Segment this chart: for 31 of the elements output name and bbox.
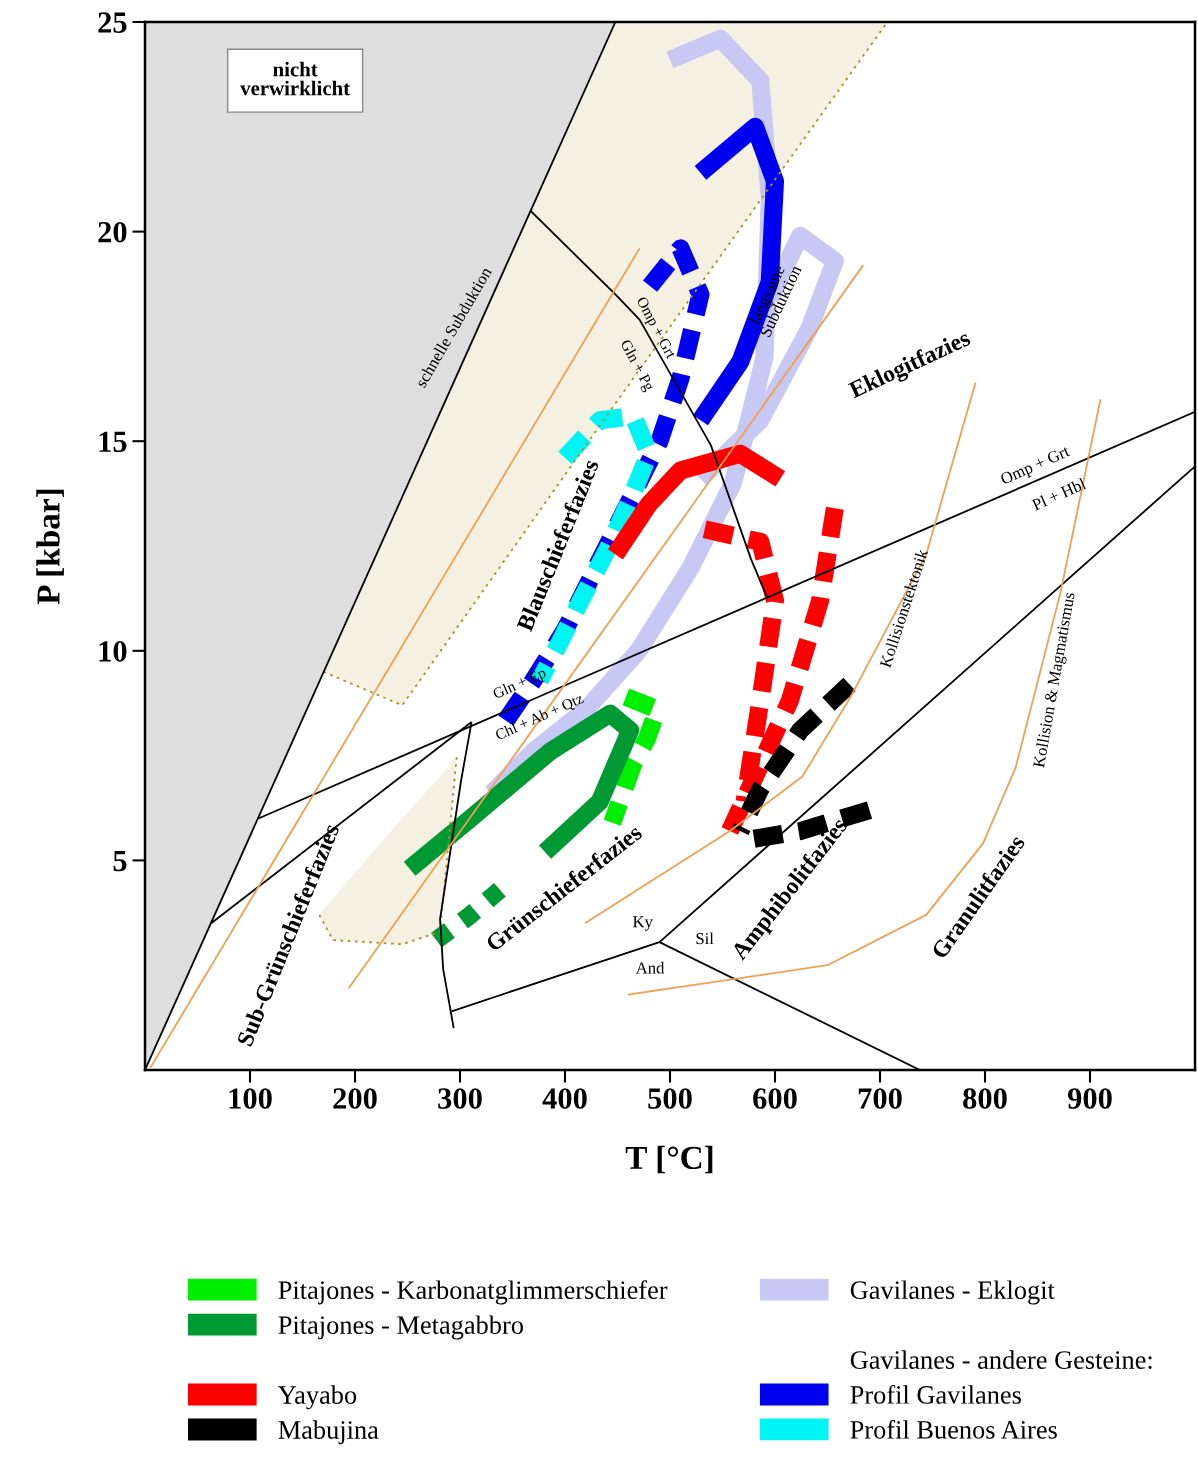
legend-label: Profil Buenos Aires [850,1419,1057,1439]
x-tick-label: 400 [542,1088,587,1109]
annotation: Gln + Ep [491,666,548,702]
y-tick-label: 25 [98,12,127,33]
legend-label: Pitajones - Karbonatglimmerschiefer [278,1280,668,1305]
legend-label: Mabujina [278,1420,379,1445]
y-tick-label: 20 [98,221,127,243]
legend-label: Profil Gavilanes [850,1384,1021,1404]
annotation: And [635,961,665,974]
annotation: Sil [696,932,714,945]
y-tick-label: 5 [113,850,127,872]
y-tick-label: 10 [99,641,127,662]
annotation: Gln + Pg [617,338,656,394]
annotation: nicht verwirklicht [240,61,351,96]
legend-label: Gavilanes - Eklogit [850,1280,1055,1305]
x-tick-label: 500 [648,1088,692,1109]
x-tick-label: 800 [963,1088,1007,1109]
y-tick-label: 15 [99,431,127,453]
annotation: Kollision & Magmatismus [1032,591,1079,769]
x-tick-label: 300 [438,1088,482,1109]
y-axis-title: P [kbar] [36,489,64,605]
x-tick-label: 700 [858,1088,902,1109]
legend-label: Yayabo [278,1385,357,1410]
x-tick-label: 900 [1067,1088,1112,1109]
x-tick-label: 200 [333,1088,377,1109]
x-tick-label: 100 [229,1088,272,1109]
annotation: Pl + Hbl [1031,477,1087,511]
text: Gavilanes - andere Gesteine: [850,1350,1152,1370]
x-axis-title: T [°C] [625,1145,713,1174]
legend-label: Pitajones - Metagabbro [278,1315,523,1340]
x-tick-label: 600 [753,1088,797,1109]
